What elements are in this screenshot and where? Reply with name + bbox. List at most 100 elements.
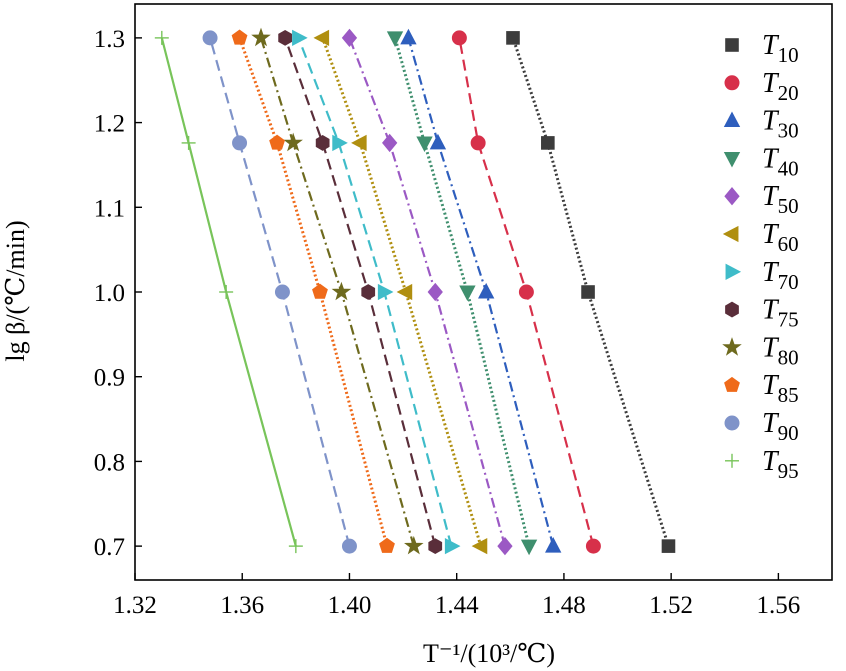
legend-marker-T90: [724, 415, 740, 431]
x-tick-label: 1.36: [220, 592, 264, 619]
legend-marker-T95: [725, 453, 739, 468]
data-point-T85: [231, 29, 248, 45]
series-line-T75: [284, 37, 437, 547]
legend-marker-T40: [723, 151, 741, 168]
legend-marker-T20: [724, 75, 740, 91]
series-line-T50: [348, 37, 507, 547]
data-point-T90: [202, 30, 218, 46]
y-axis-title: lg β/(℃/min): [1, 220, 30, 361]
legend-label-T85: T85: [762, 370, 799, 407]
legend-item-T75: T75: [725, 295, 799, 332]
y-tick-label: 0.8: [94, 449, 125, 476]
legend-label-T75: T75: [762, 295, 799, 332]
data-point-T10: [661, 539, 676, 553]
legend-item-T85: T85: [724, 370, 799, 407]
series-T90: [202, 30, 357, 554]
series-T75: [278, 29, 443, 555]
y-tick-label: 0.9: [94, 365, 125, 392]
legend-item-T90: T90: [724, 408, 799, 445]
series-line-T85: [238, 37, 389, 547]
x-tick-label: 1.48: [542, 592, 586, 619]
axes: 1.32 1.36 1.40 1.44 1.48 1.52 1.56 0.7 0.8 0.9 1.0…: [94, 3, 833, 619]
legend-item-T10: T10: [725, 30, 799, 67]
legend-label-T95: T95: [762, 446, 799, 483]
data-point-T40: [416, 136, 433, 153]
y-tick-label: 1.2: [94, 111, 125, 138]
series-line-T90: [209, 37, 351, 547]
y-tick-label: 0.7: [94, 534, 125, 561]
data-point-T95: [288, 539, 303, 554]
legend-item-T40: T40: [723, 143, 799, 180]
y-tick-label: 1.0: [94, 280, 125, 307]
data-point-T40: [459, 285, 476, 302]
data-point-T90: [341, 538, 357, 554]
data-point-T75: [315, 134, 330, 151]
data-point-T10: [581, 285, 595, 299]
data-point-T50: [382, 133, 398, 153]
series-T85: [231, 29, 395, 553]
series-T20: [451, 30, 601, 554]
series-T80: [251, 27, 424, 555]
data-point-T20: [451, 30, 467, 46]
data-point-T30: [545, 536, 562, 553]
legend-marker-T80: [722, 337, 742, 356]
data-point-T85: [312, 283, 328, 299]
series-T60: [313, 29, 488, 555]
data-point-T10: [506, 31, 520, 45]
data-point-T80: [251, 27, 271, 47]
x-axis-title: T⁻¹/(10³/℃): [423, 639, 555, 668]
data-point-T50: [497, 536, 513, 556]
x-tick-label: 1.52: [649, 592, 693, 619]
data-point-T30: [400, 28, 417, 45]
data-point-T50: [427, 282, 443, 302]
data-point-T60: [396, 283, 413, 301]
data-point-T85: [269, 134, 285, 150]
legend-label-T90: T90: [762, 408, 799, 445]
legend-label-T70: T70: [762, 257, 799, 294]
series-line-T10: [511, 37, 670, 547]
legend-marker-T50: [724, 187, 740, 206]
data-point-T80: [283, 132, 303, 152]
series-line-T20: [458, 37, 595, 547]
series-T40: [386, 31, 538, 556]
series-line-T70: [297, 37, 453, 547]
data-point-T95: [154, 30, 169, 45]
data-point-T75: [278, 29, 292, 46]
series-line-T95: [160, 37, 297, 547]
data-point-T60: [471, 537, 488, 555]
data-point-T70: [377, 283, 394, 301]
legend-item-T70: T70: [725, 257, 799, 294]
x-tick-label: 1.32: [113, 592, 157, 619]
data-point-T60: [313, 29, 330, 47]
data-point-T70: [292, 29, 308, 47]
series-T70: [292, 29, 461, 555]
legend-item-T95: T95: [725, 446, 799, 483]
data-point-T80: [404, 535, 424, 555]
data-point-T70: [332, 134, 348, 152]
data-point-T95: [219, 285, 234, 299]
data-point-T40: [386, 31, 404, 48]
legend-item-T80: T80: [722, 332, 799, 369]
data-point-T30: [429, 133, 447, 150]
data-point-T75: [428, 538, 443, 555]
data-point-T40: [520, 539, 538, 556]
y-tick-label: 1.3: [94, 26, 125, 53]
legend-label-T80: T80: [762, 332, 799, 369]
data-point-T95: [181, 135, 196, 150]
data-point-T20: [585, 538, 601, 554]
data-point-T90: [274, 284, 290, 300]
data-point-T30: [478, 282, 495, 299]
legend-marker-T85: [724, 376, 740, 392]
legend-marker-T70: [725, 263, 742, 280]
legend-label-T50: T50: [762, 181, 799, 218]
plot-area: [154, 27, 676, 556]
series-T95: [154, 30, 303, 554]
x-tick-label: 1.56: [757, 592, 801, 619]
data-point-T70: [444, 537, 461, 555]
data-point-T20: [470, 135, 486, 151]
series-line-T60: [321, 37, 483, 547]
legend-label-T30: T30: [762, 106, 799, 143]
legend-label-T10: T10: [762, 30, 799, 67]
series-line-T30: [407, 37, 555, 547]
